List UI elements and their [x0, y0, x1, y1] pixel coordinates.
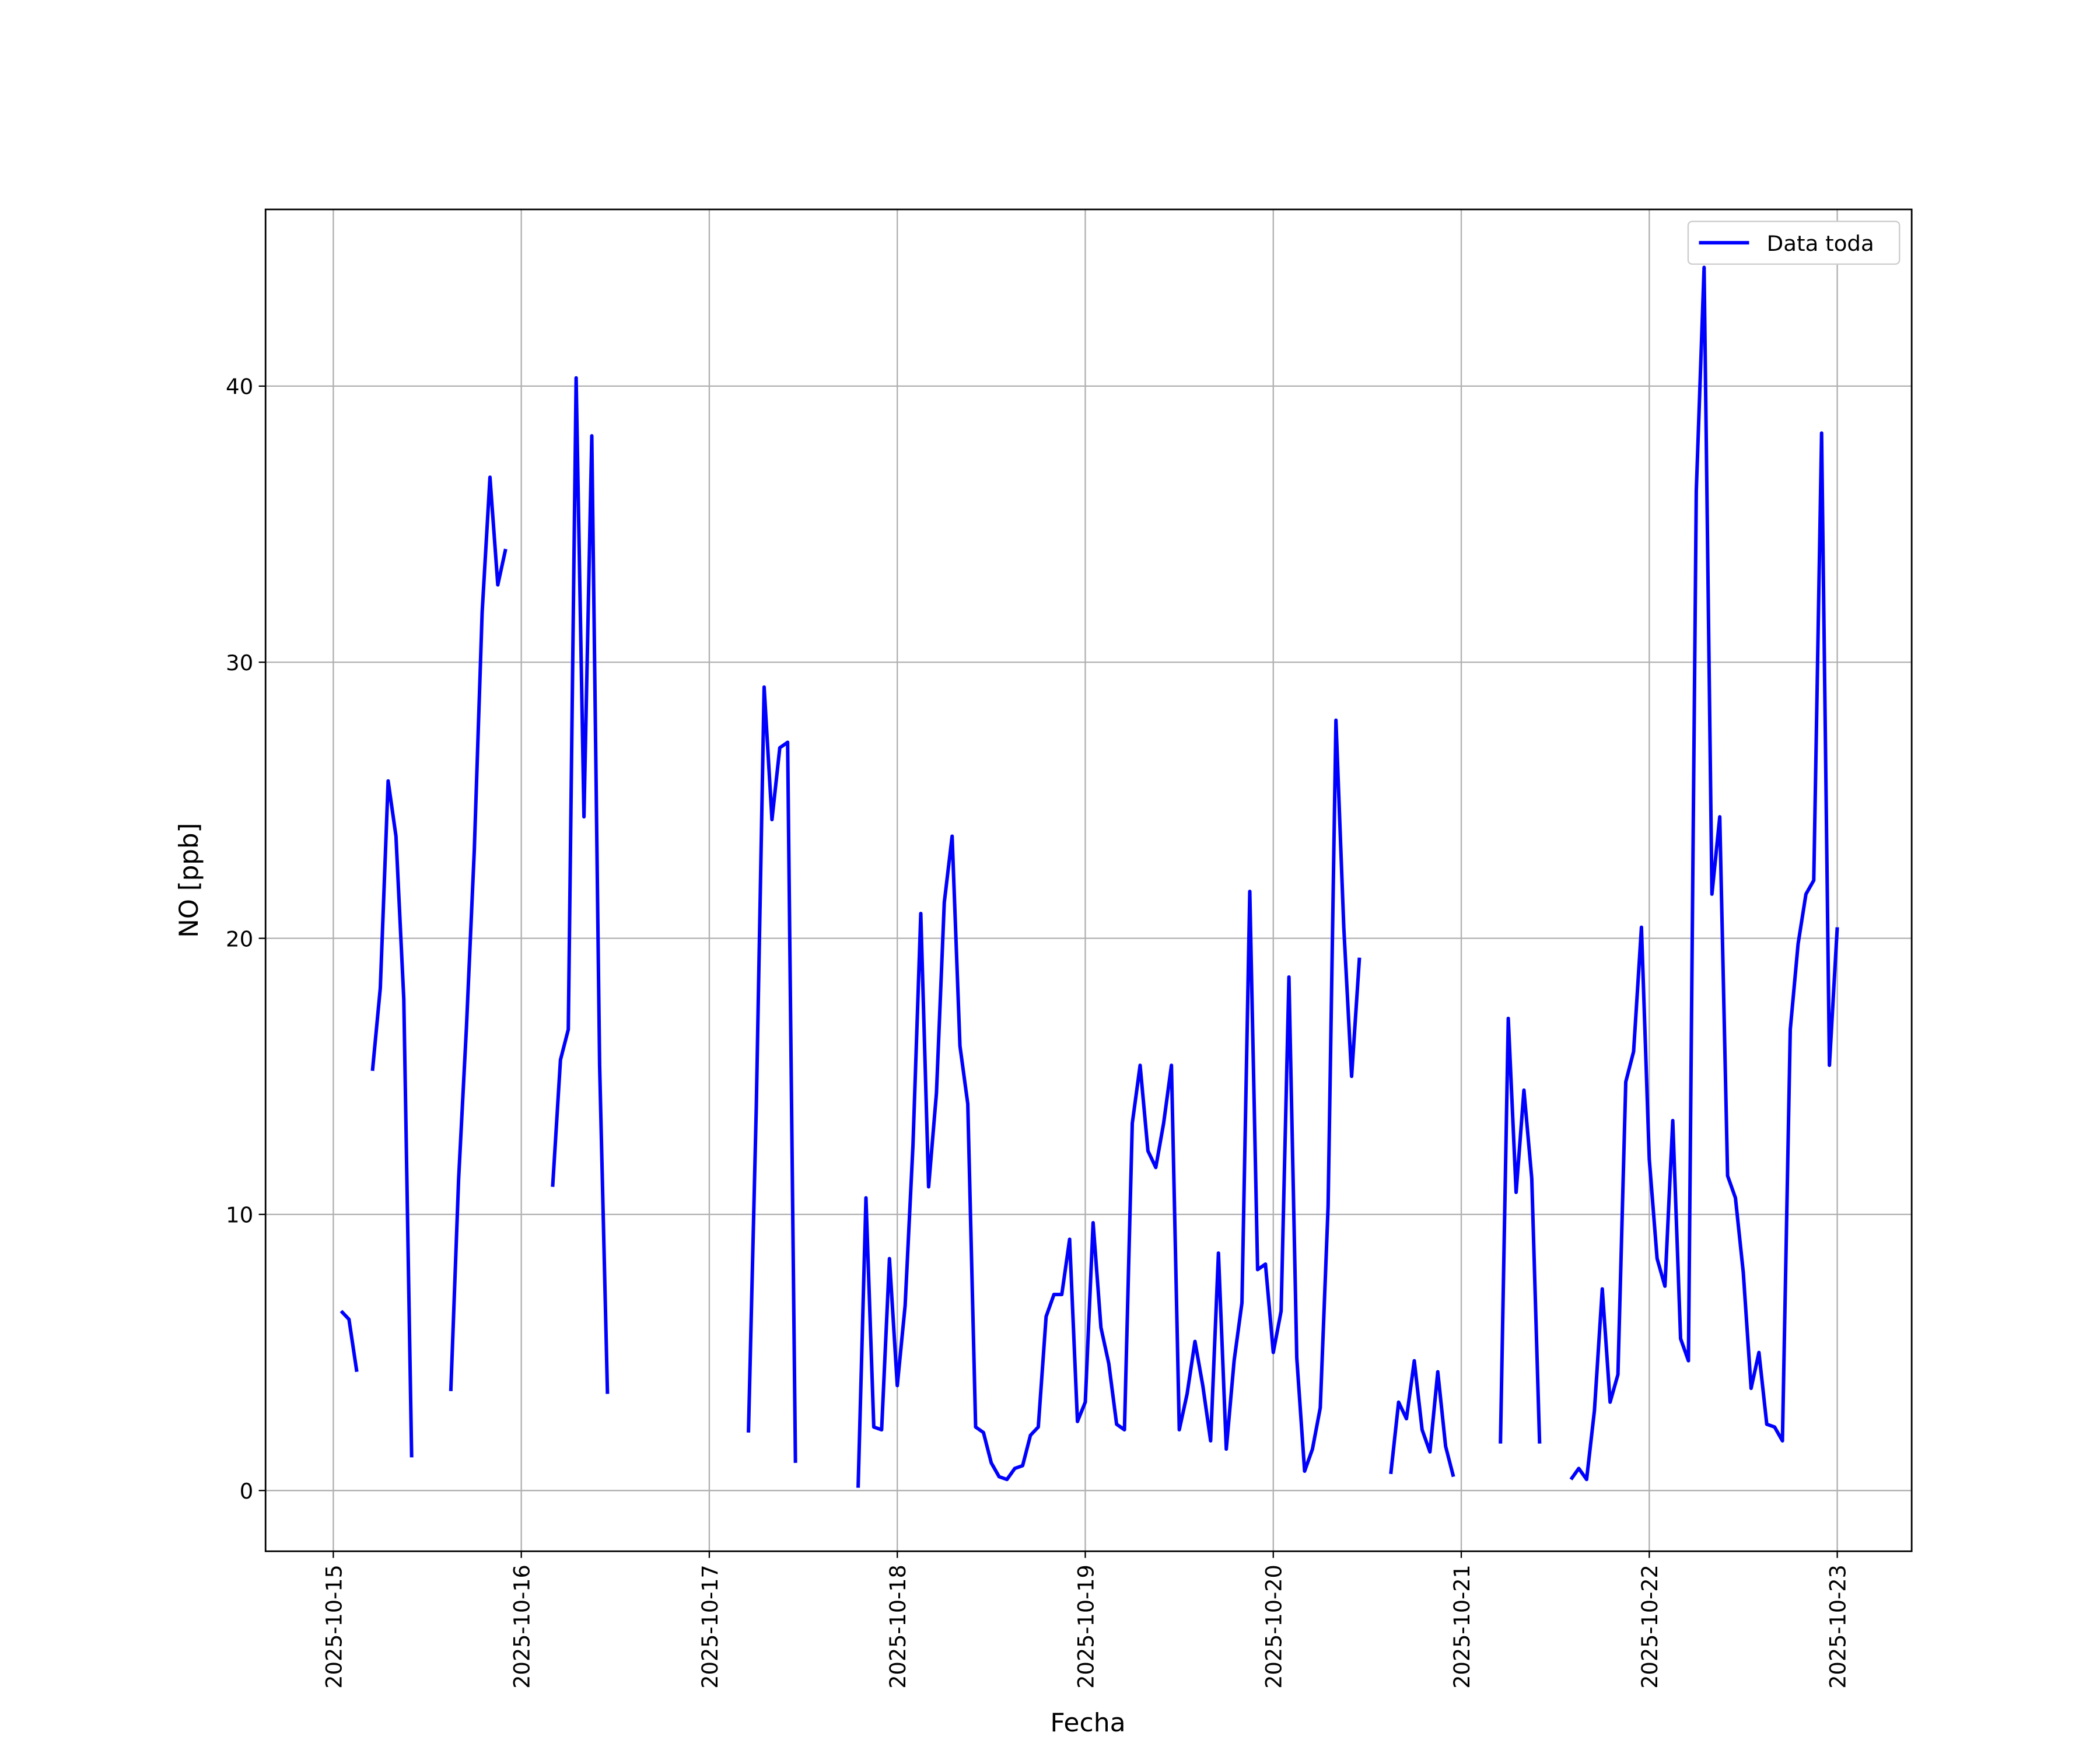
grid — [265, 209, 1912, 1552]
y-tick-label: 0 — [240, 1479, 254, 1504]
legend-label: Data toda — [1767, 231, 1874, 256]
y-axis-label: NO [ppb] — [174, 823, 204, 938]
x-tick-label: 2025-10-23 — [1825, 1564, 1850, 1689]
x-tick-label: 2025-10-20 — [1261, 1564, 1286, 1689]
axes-frame — [264, 208, 1913, 1552]
x-tick-label: 2025-10-19 — [1073, 1564, 1098, 1689]
x-tick-label: 2025-10-22 — [1637, 1564, 1662, 1689]
legend: Data toda — [1687, 220, 1901, 265]
y-tick-label: 20 — [226, 927, 253, 952]
y-tick-label: 40 — [226, 374, 253, 400]
x-tick-label: 2025-10-16 — [509, 1564, 534, 1689]
legend-box — [1687, 220, 1901, 265]
ticks: 0 10 20 30 40 2025-10-15 2025-10-16 2025-10-17 2… — [226, 374, 1851, 1689]
x-axis-label: Fecha — [1050, 1708, 1125, 1738]
x-tick-label: 2025-10-21 — [1450, 1564, 1475, 1689]
data-line — [340, 265, 1839, 1488]
x-tick-label: 2025-10-18 — [886, 1564, 911, 1689]
x-tick-label: 2025-10-17 — [698, 1564, 723, 1689]
plot-area — [340, 265, 1839, 1488]
x-tick-label: 2025-10-15 — [321, 1564, 346, 1689]
y-tick-label: 30 — [226, 650, 253, 676]
y-tick-label: 10 — [226, 1203, 253, 1228]
